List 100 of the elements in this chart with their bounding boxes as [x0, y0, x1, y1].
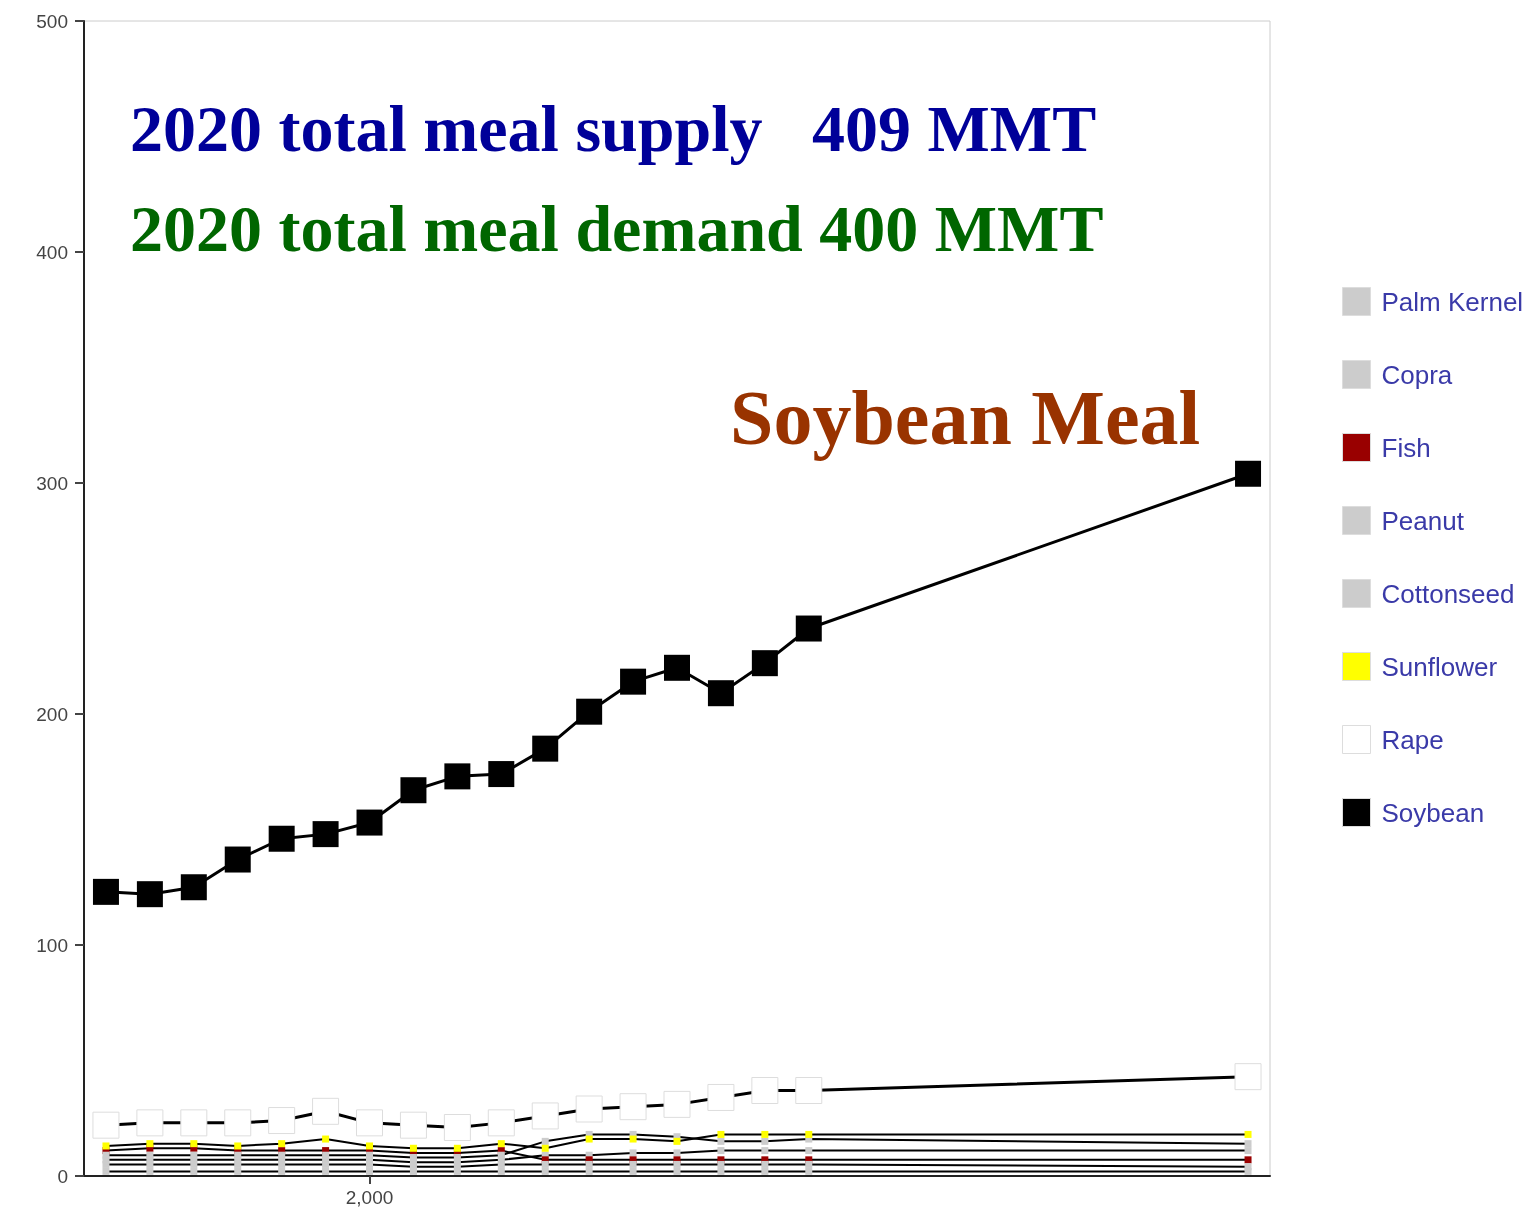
legend-label: Palm Kernel	[1381, 286, 1524, 317]
point	[751, 1077, 779, 1105]
point	[312, 1097, 340, 1125]
point	[664, 654, 690, 681]
point	[805, 1130, 813, 1138]
point	[805, 1147, 813, 1155]
y-tick-label: 0	[57, 1165, 68, 1187]
point	[102, 1160, 110, 1168]
y-tick-label: 400	[36, 241, 68, 263]
point	[366, 1167, 374, 1175]
point	[146, 1160, 154, 1168]
point	[312, 821, 339, 848]
point	[576, 698, 603, 725]
point	[619, 1093, 647, 1121]
annotation: 2020 total meal demand 400 MMT	[130, 191, 1104, 265]
point	[585, 1160, 593, 1168]
point	[399, 1111, 427, 1139]
point	[1244, 1156, 1252, 1164]
x-tick-label: 2,000	[345, 1187, 394, 1208]
point	[795, 1077, 823, 1105]
point	[234, 1142, 242, 1150]
point	[278, 1151, 286, 1159]
point	[322, 1167, 330, 1175]
point	[443, 1113, 471, 1141]
point	[761, 1147, 769, 1155]
point	[146, 1167, 154, 1175]
point	[805, 1167, 813, 1175]
point	[146, 1140, 154, 1148]
point	[585, 1167, 593, 1175]
point	[673, 1160, 681, 1168]
point	[92, 1111, 120, 1139]
point	[268, 1107, 296, 1135]
point	[190, 1140, 198, 1148]
point	[400, 777, 427, 804]
point	[136, 1109, 164, 1137]
point	[1244, 1130, 1252, 1138]
legend-label: Rape	[1381, 724, 1444, 755]
point	[102, 1142, 110, 1150]
point	[620, 668, 647, 695]
point	[673, 1149, 681, 1157]
point	[278, 1160, 286, 1168]
point	[409, 1144, 417, 1152]
point	[541, 1160, 549, 1168]
point	[805, 1160, 813, 1168]
point	[541, 1167, 549, 1175]
point	[532, 735, 559, 762]
point	[356, 809, 383, 836]
point	[1234, 1063, 1262, 1091]
annotation: 2020 total meal supply 409 MMT	[130, 91, 1097, 165]
point	[146, 1151, 154, 1159]
point	[497, 1167, 505, 1175]
point	[751, 650, 778, 677]
point	[190, 1160, 198, 1168]
point	[1244, 1147, 1252, 1155]
point	[234, 1151, 242, 1159]
point	[717, 1167, 725, 1175]
point	[795, 615, 822, 642]
point	[234, 1167, 242, 1175]
point	[629, 1149, 637, 1157]
legend-label: Soybean	[1381, 797, 1485, 828]
point	[180, 1109, 208, 1137]
point	[190, 1167, 198, 1175]
y-tick-label: 500	[36, 10, 68, 32]
point	[629, 1135, 637, 1143]
y-tick-label: 300	[36, 472, 68, 494]
point	[453, 1163, 461, 1171]
point	[278, 1167, 286, 1175]
point	[541, 1144, 549, 1152]
point	[234, 1160, 242, 1168]
point	[717, 1160, 725, 1168]
point	[541, 1137, 549, 1145]
point	[629, 1160, 637, 1168]
point	[224, 846, 251, 873]
point	[444, 763, 471, 790]
point	[761, 1137, 769, 1145]
point	[488, 761, 515, 788]
legend-label: Sunflower	[1381, 651, 1498, 682]
point	[1235, 460, 1262, 487]
legend-label: Peanut	[1381, 505, 1465, 536]
point	[322, 1135, 330, 1143]
point	[663, 1090, 691, 1118]
point	[136, 881, 163, 908]
point	[453, 1154, 461, 1162]
point	[497, 1151, 505, 1159]
legend-label: Cottonseed	[1381, 578, 1515, 609]
point	[497, 1160, 505, 1168]
point	[453, 1144, 461, 1152]
point	[366, 1142, 374, 1150]
point	[190, 1151, 198, 1159]
annotation: Soybean Meal	[730, 373, 1201, 461]
point	[585, 1135, 593, 1143]
point	[224, 1109, 252, 1137]
point	[629, 1167, 637, 1175]
point	[1244, 1140, 1252, 1148]
point	[707, 1083, 735, 1111]
y-tick-label: 200	[36, 703, 68, 725]
point	[717, 1147, 725, 1155]
point	[102, 1151, 110, 1159]
point	[673, 1167, 681, 1175]
point	[707, 680, 734, 707]
